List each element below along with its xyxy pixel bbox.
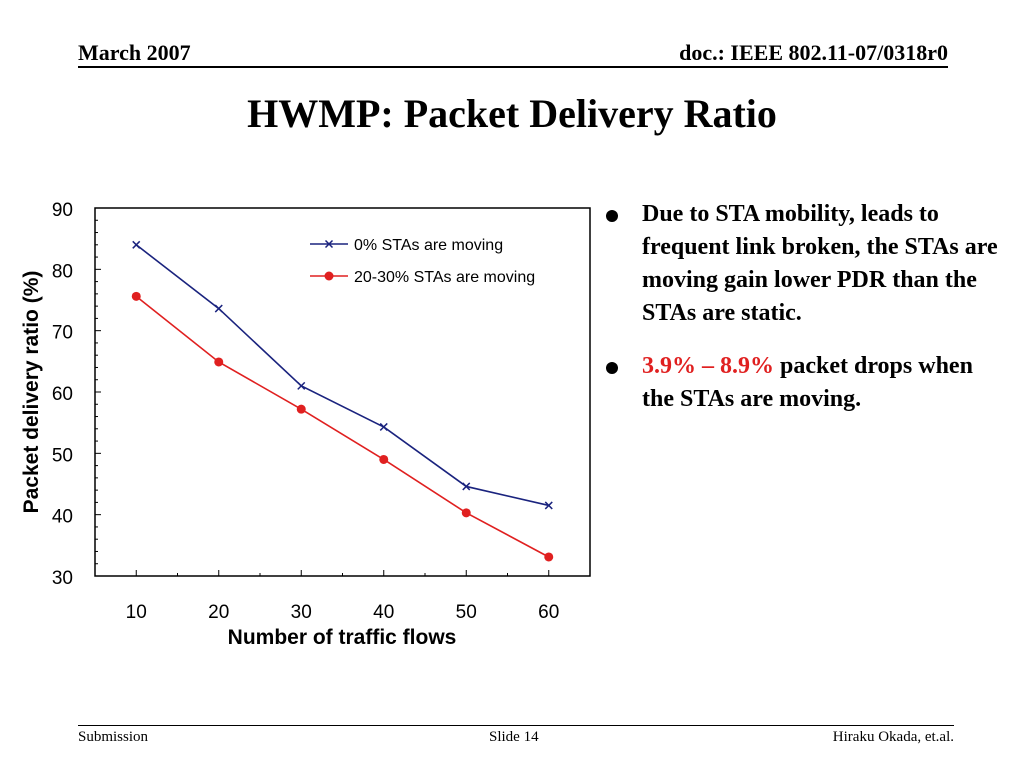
x-marker-point	[297, 381, 306, 390]
x-tick-label: 10	[126, 602, 147, 623]
bullet-item: 3.9% – 8.9% packet drops when the STAs a…	[600, 350, 1000, 416]
footer-slide-number: Slide 14	[489, 729, 539, 745]
y-tick-label: 70	[52, 323, 73, 344]
circle-marker-point	[296, 404, 306, 414]
y-tick-label: 50	[52, 445, 73, 466]
bullet-text: Due to STA mobility, leads to frequent l…	[642, 201, 998, 326]
y-tick-label: 60	[52, 384, 73, 405]
slide-title: HWMP: Packet Delivery Ratio	[247, 91, 777, 136]
bullet-dot	[606, 362, 618, 374]
bullet-dot	[606, 210, 618, 222]
x-marker-point	[132, 240, 141, 249]
x-marker-stroke	[324, 239, 334, 249]
x-marker-stroke	[297, 381, 306, 390]
y-tick-label: 90	[52, 200, 73, 221]
x-tick-label: 30	[291, 602, 312, 623]
x-marker-point	[544, 501, 553, 510]
x-tick-label: 50	[456, 602, 477, 623]
y-tick-label: 80	[52, 261, 73, 282]
footer-author: Hiraku Okada, et.al.	[832, 729, 954, 745]
x-marker-point	[214, 304, 223, 313]
circle-marker-point	[379, 454, 389, 464]
x-marker-stroke	[544, 501, 553, 510]
plot-area	[94, 207, 591, 577]
circle-marker-point	[324, 271, 334, 281]
bullet-list: Due to STA mobility, leads to frequent l…	[600, 198, 1000, 436]
circle-marker-point	[214, 357, 224, 367]
legend-label: 0% STAs are moving	[354, 237, 503, 254]
x-marker-stroke	[214, 304, 223, 313]
series-line-1	[135, 295, 550, 558]
x-tick-label: 20	[208, 602, 229, 623]
bullet-text: packet drops when the STAs are moving.	[642, 353, 973, 412]
y-axis-label: Packet delivery ratio (%)	[20, 271, 43, 514]
header-date: March 2007	[78, 40, 191, 65]
line-chart: 30 40 50 60 70 80 90 10 20 30 40 50 60 0% STAs are m…	[20, 200, 591, 649]
x-tick-label: 60	[538, 602, 559, 623]
circle-marker-point	[544, 552, 554, 562]
header-divider	[78, 66, 948, 68]
footer-divider	[78, 725, 954, 726]
circle-marker-point	[461, 508, 471, 518]
bullet-highlight: 3.9% – 8.9%	[642, 353, 774, 379]
legend-label: 20-30% STAs are moving	[354, 269, 535, 286]
y-tick-label: 30	[52, 568, 73, 589]
series-line-0	[135, 244, 549, 507]
x-marker-point	[462, 482, 471, 491]
x-axis-label: Number of traffic flows	[228, 626, 457, 649]
header-doc-id: doc.: IEEE 802.11-07/0318r0	[679, 40, 948, 65]
x-marker-stroke	[132, 240, 141, 249]
circle-marker-point	[131, 291, 141, 301]
x-marker-stroke	[379, 422, 388, 431]
x-marker-point	[324, 239, 334, 249]
footer-submission: Submission	[78, 729, 149, 745]
x-tick-label: 40	[373, 602, 394, 623]
bullet-item: Due to STA mobility, leads to frequent l…	[600, 198, 1000, 330]
y-tick-label: 40	[52, 507, 73, 528]
x-marker-point	[379, 422, 388, 431]
x-marker-stroke	[462, 482, 471, 491]
